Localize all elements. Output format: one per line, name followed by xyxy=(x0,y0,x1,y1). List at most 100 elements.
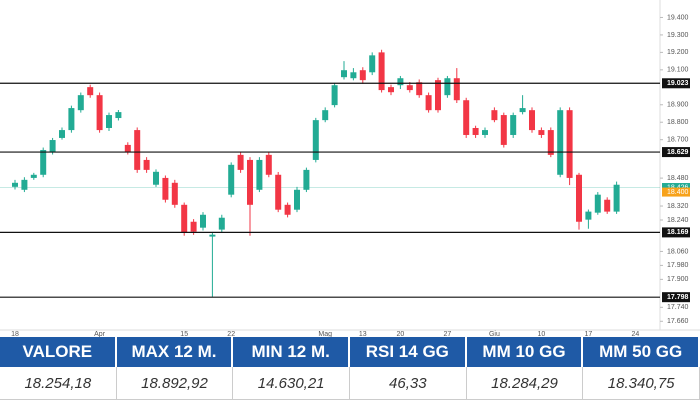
candle-body xyxy=(519,108,526,113)
candle-body xyxy=(209,234,216,237)
y-tick-label: 17.660 xyxy=(667,318,689,325)
y-tick-label: 17.980 xyxy=(667,262,689,269)
x-tick-label: 24 xyxy=(632,331,640,337)
candle-body xyxy=(115,112,122,119)
candle-body xyxy=(200,214,206,228)
candle-body xyxy=(30,174,37,178)
x-tick-label: 13 xyxy=(359,331,367,337)
table-header: MM 50 GG xyxy=(583,337,700,367)
x-tick-label: 27 xyxy=(444,331,452,337)
candle-body xyxy=(350,72,357,79)
candle-body xyxy=(453,78,460,101)
level-label-box xyxy=(662,78,690,89)
candle-body xyxy=(96,95,103,131)
x-tick-label: 10 xyxy=(538,331,546,337)
candle-body xyxy=(68,108,75,131)
chart: 19.400 19.300 19.200 19.100 18.900 18.800 18.7… xyxy=(0,0,700,337)
candle-body xyxy=(585,211,592,220)
x-tick-label: 15 xyxy=(180,331,188,337)
candle-body xyxy=(500,115,507,145)
candle-body xyxy=(604,199,611,212)
candle-body xyxy=(482,130,488,135)
candle-body xyxy=(106,115,112,128)
y-tick-label: 19.300 xyxy=(667,32,689,39)
level-label-box xyxy=(662,292,690,303)
candle-body xyxy=(49,140,56,152)
candle-body xyxy=(435,80,441,111)
candle-body xyxy=(472,127,479,135)
level-label: 18.169 xyxy=(667,229,689,236)
table-value: 46,33 xyxy=(349,367,467,400)
level-label-box xyxy=(662,227,690,238)
candle-body xyxy=(491,110,498,121)
candle-body xyxy=(134,130,141,170)
candle-body xyxy=(162,177,169,200)
candle-body xyxy=(557,110,564,175)
candle-body xyxy=(124,144,131,152)
table-header: VALORE xyxy=(0,337,117,367)
candle-body xyxy=(153,171,159,185)
candle-body xyxy=(576,174,582,222)
candle-body xyxy=(331,85,338,106)
candle-body xyxy=(510,115,517,135)
y-tick-label: 18.320 xyxy=(667,203,689,210)
candle-body xyxy=(547,130,554,155)
candle-body xyxy=(181,204,188,233)
table-value: 18.254,18 xyxy=(0,367,117,400)
candle-body xyxy=(247,159,253,205)
candle-body xyxy=(190,221,197,232)
y-tick-label: 17.740 xyxy=(667,304,689,311)
level-label: 17.798 xyxy=(667,294,689,301)
candle-body xyxy=(529,110,535,131)
level-label: 19.023 xyxy=(667,80,689,87)
x-tick-label: Apr xyxy=(94,331,106,337)
table-header: MM 10 GG xyxy=(466,337,584,367)
table-header: RSI 14 GG xyxy=(349,337,467,367)
candle-body xyxy=(369,55,376,73)
candle-body xyxy=(87,87,94,96)
candle-body xyxy=(566,110,573,178)
candle-body xyxy=(294,189,300,210)
candle-body xyxy=(171,182,178,205)
table-header: MAX 12 M. xyxy=(116,337,234,367)
y-tick-label: 18.800 xyxy=(667,119,689,126)
candle-body xyxy=(406,85,413,91)
candle-body xyxy=(463,100,470,135)
y-tick-label: 18.900 xyxy=(667,102,689,109)
x-tick-label: 18 xyxy=(11,331,19,337)
level-label: 18.629 xyxy=(667,149,689,156)
candle-body xyxy=(312,120,319,160)
candle-body xyxy=(322,110,329,121)
prev-price-box xyxy=(662,187,690,197)
x-tick-label: Mag xyxy=(318,331,332,337)
candle-body xyxy=(40,149,47,175)
candle-body xyxy=(594,194,601,213)
candle-body xyxy=(359,70,366,81)
candle-body xyxy=(444,78,451,96)
candle-body xyxy=(397,78,404,86)
last-price-box xyxy=(662,183,690,193)
candle-body xyxy=(77,95,84,111)
y-tick-label: 19.100 xyxy=(667,67,689,74)
y-tick-label: 17.900 xyxy=(667,276,689,283)
table-value: 14.630,21 xyxy=(233,367,350,400)
level-label-box xyxy=(662,147,690,158)
y-tick-label: 18.480 xyxy=(667,175,689,182)
y-tick-label: 18.240 xyxy=(667,217,689,224)
candle-body xyxy=(378,52,385,91)
prev-price-label: 18.400 xyxy=(667,189,689,196)
candle-body xyxy=(416,82,423,96)
candle-body xyxy=(265,154,272,175)
candle-body xyxy=(12,182,18,187)
candle-body xyxy=(425,95,432,111)
x-tick-label: 17 xyxy=(585,331,593,337)
y-tick-label: 18.060 xyxy=(667,248,689,255)
candle-body xyxy=(218,217,225,230)
table-value: 18.284,29 xyxy=(466,367,584,400)
candle-body xyxy=(21,179,28,190)
candle-body xyxy=(388,87,394,93)
candle-body xyxy=(341,70,347,78)
y-tick-label: 18.700 xyxy=(667,137,689,144)
x-tick-label: 22 xyxy=(227,331,235,337)
